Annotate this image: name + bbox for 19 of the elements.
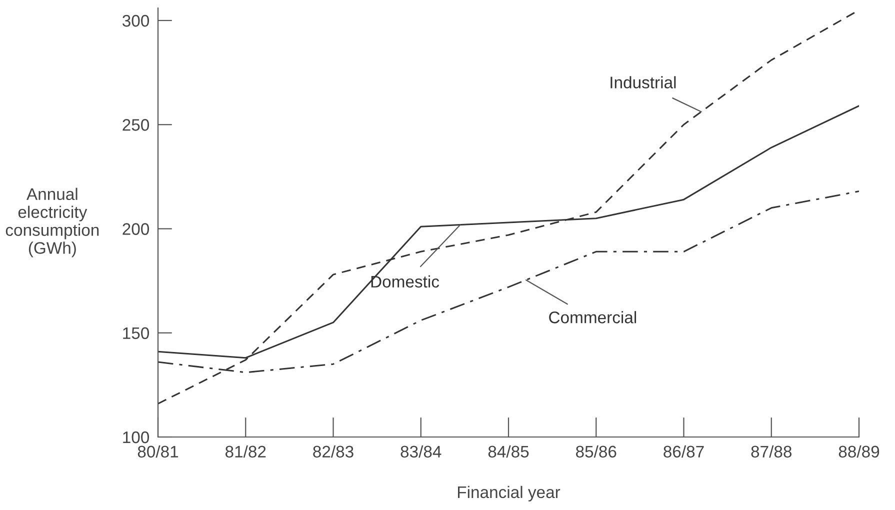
y-tick-label: 300: [122, 14, 150, 27]
y-tick-label: 100: [123, 431, 150, 444]
series-label: Domestic: [371, 275, 440, 288]
x-tick-label: 80/81: [138, 445, 178, 458]
x-tick-label: 83/84: [400, 445, 442, 458]
x-tick-label: 81/82: [225, 445, 266, 458]
y-tick-label: 250: [122, 119, 150, 131]
y-axis-title: Annual electricity consumption (GWh): [6, 188, 99, 258]
x-tick-label: 87/88: [751, 445, 792, 458]
x-tick-label: 86/87: [664, 445, 704, 458]
x-tick-label: 88/89: [838, 445, 880, 458]
x-tick-label: 82/83: [313, 445, 354, 458]
text: Commercial: [549, 311, 636, 324]
x-tick-label: 85/86: [576, 445, 616, 458]
text: Industrial: [610, 76, 676, 88]
x-axis-title: Financial year: [458, 486, 560, 502]
x-tick-label: 84/85: [488, 445, 529, 458]
y-tick-label: 200: [122, 223, 150, 235]
y-tick-label: 150: [123, 327, 150, 340]
